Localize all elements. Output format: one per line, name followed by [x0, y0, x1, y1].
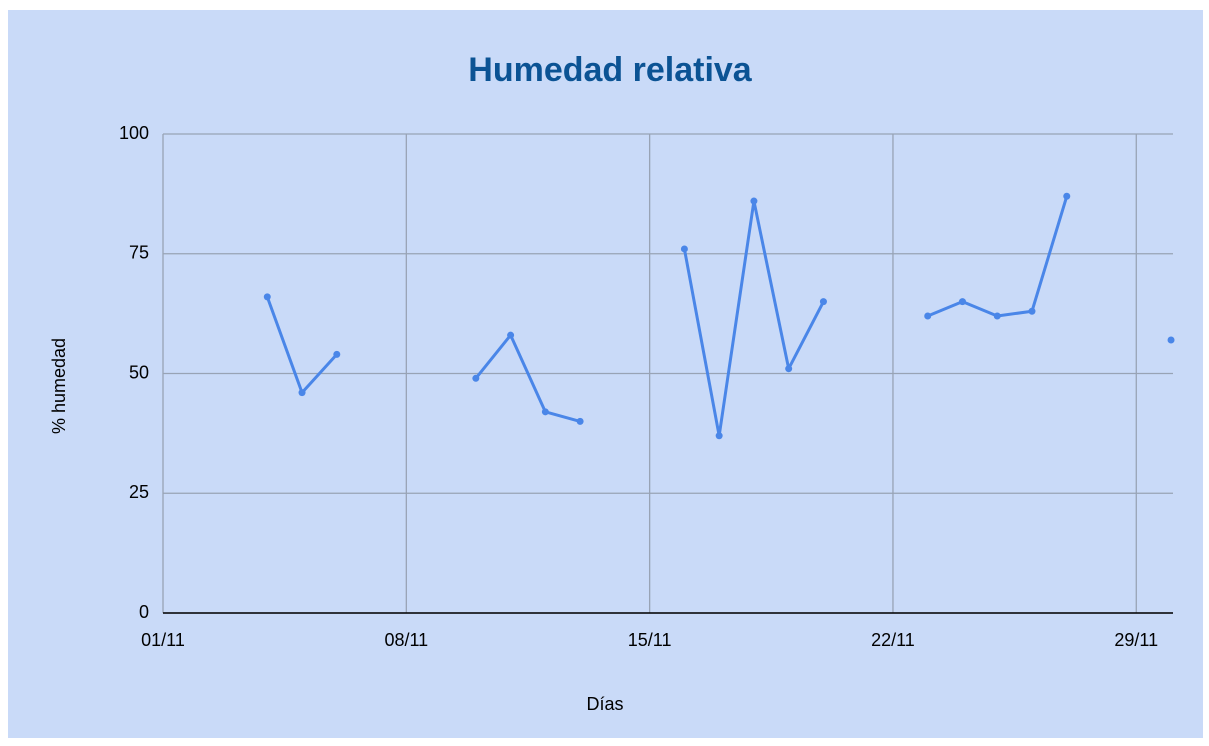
point — [680, 245, 688, 253]
point — [750, 197, 758, 205]
point — [715, 432, 723, 440]
point — [958, 298, 966, 306]
y-tick-label: 50 — [129, 362, 149, 382]
point — [263, 293, 271, 301]
chart-title: Humedad relativa — [468, 51, 753, 89]
point — [507, 331, 515, 339]
point — [541, 408, 549, 416]
y-tick-label: 75 — [129, 243, 149, 263]
x-tick-label: 22/11 — [871, 630, 915, 650]
point — [472, 374, 480, 382]
y-tick-label: 0 — [139, 602, 149, 622]
x-tick-label: 08/11 — [384, 630, 428, 650]
point — [819, 298, 827, 306]
point — [1028, 307, 1036, 315]
point — [576, 417, 584, 425]
point — [333, 350, 341, 358]
x-tick-label: 15/11 — [628, 630, 672, 650]
y-tick-label: 25 — [129, 482, 149, 502]
x-axis-label: Días — [586, 694, 623, 714]
point — [924, 312, 932, 320]
point — [993, 312, 1001, 320]
x-tick-label: 29/11 — [1114, 630, 1158, 650]
y-tick-label: 100 — [119, 123, 149, 143]
point — [298, 389, 306, 397]
y-axis-label: % humedad — [49, 338, 69, 434]
x-tick-label: 01/11 — [141, 630, 185, 650]
point — [1167, 336, 1175, 344]
point — [785, 365, 793, 373]
point — [1063, 192, 1071, 200]
